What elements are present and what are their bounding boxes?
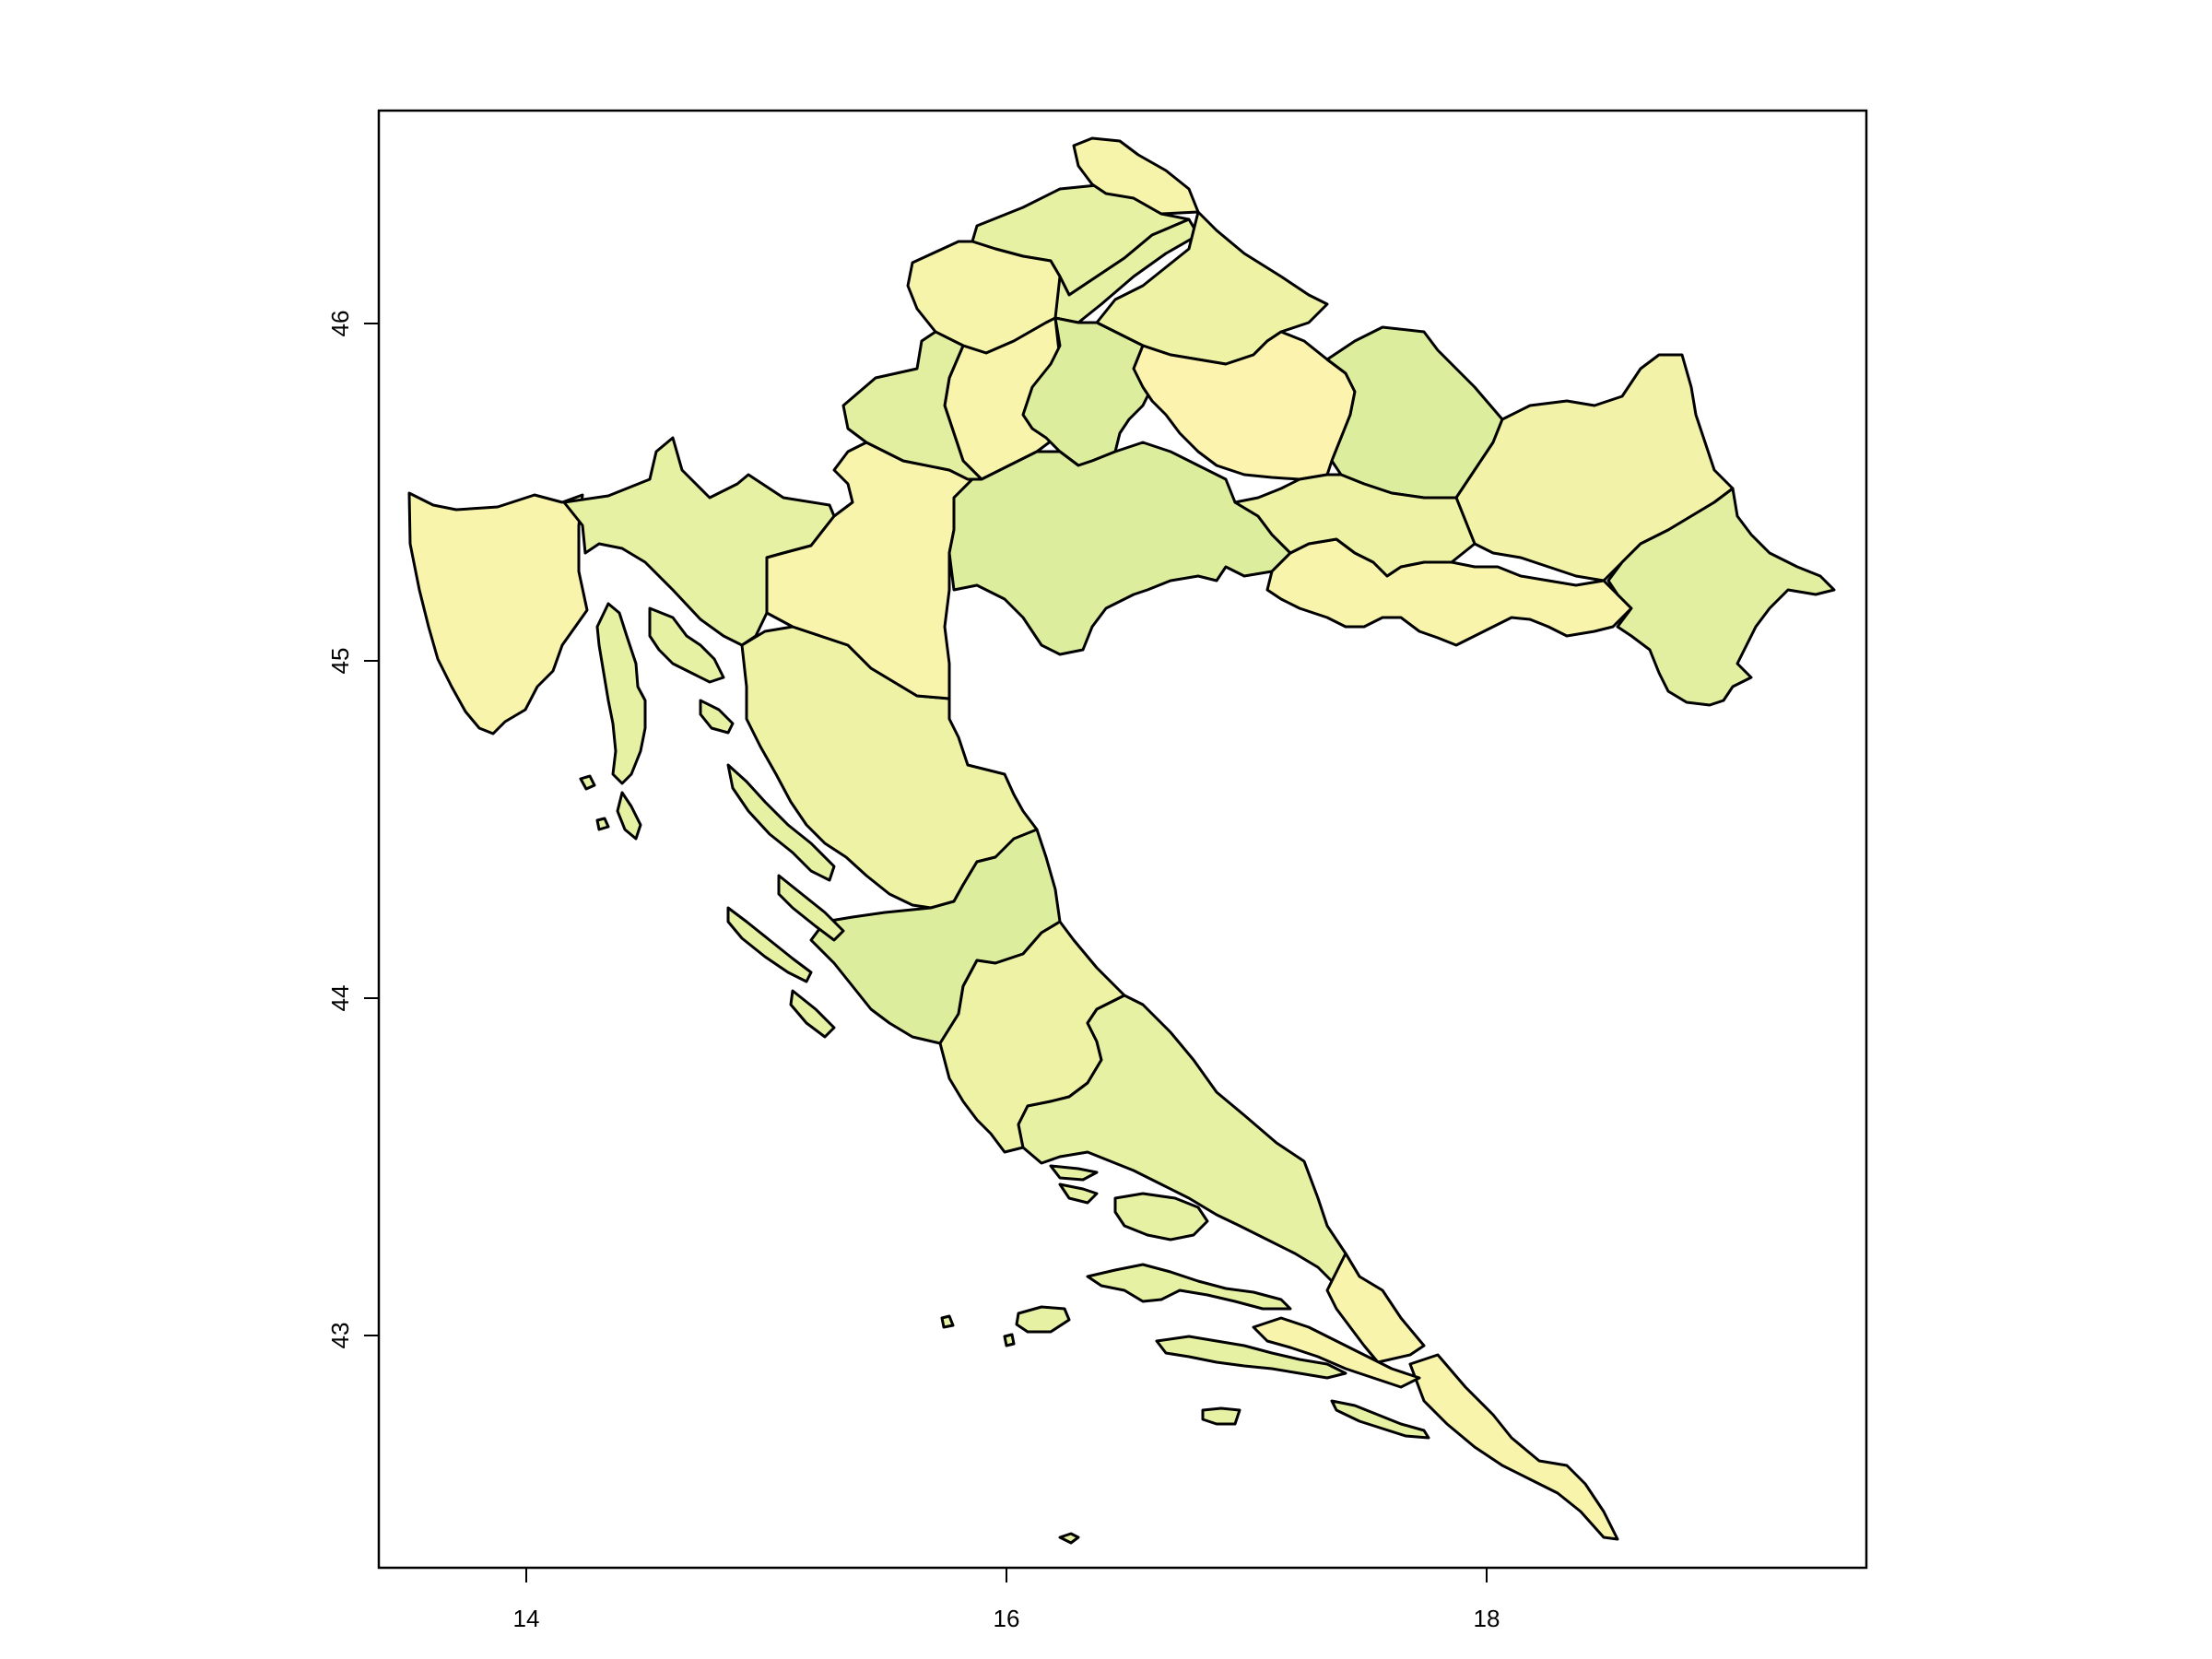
y-tick-label: 46 [326,311,354,337]
x-tick-label: 14 [513,1605,540,1632]
island-jabuka [940,1314,955,1329]
island-ilovik [595,817,610,831]
island-korcula [1155,1335,1347,1380]
island-kornati [789,989,836,1039]
island-hvar [1086,1263,1292,1311]
island-mljet [1330,1399,1430,1440]
y-axis: 43 44 45 46 [326,311,380,1349]
island-lastovo [1201,1406,1241,1426]
region-istria [407,491,589,735]
island-cres [595,602,647,785]
island-rab [699,699,735,735]
x-tick-label: 18 [1474,1605,1500,1632]
region-sisak-moslavina [947,441,1292,656]
region-vukovar-srijem [1606,487,1836,707]
island-ciovo [1049,1164,1099,1182]
island-krk [648,606,725,684]
island-bisevo [1003,1333,1016,1347]
region-slavonia-mid [1233,473,1477,578]
y-tick-label: 44 [326,985,354,1012]
island-ugljan [777,874,845,942]
island-solta [1058,1182,1099,1205]
island-susak [579,774,596,791]
island-vis [1015,1305,1071,1334]
x-tick-label: 16 [994,1605,1020,1632]
x-axis: 14 16 18 [513,1567,1500,1632]
island-pag [726,763,836,882]
region-dubrovnik-neretva [1325,1252,1426,1364]
region-zagreb-west [841,330,983,481]
region-split-dalmatia [1017,994,1361,1288]
island-peljesac [1252,1316,1421,1389]
y-tick-label: 45 [326,648,354,675]
region-osijek-baranja [1454,353,1735,582]
y-tick-label: 43 [326,1323,354,1349]
island-palagruza [1058,1532,1080,1545]
island-losinj [616,791,642,841]
region-dubrovnik-coast [1408,1353,1619,1541]
island-dugi-otok [726,906,813,983]
island-brac [1113,1192,1209,1241]
